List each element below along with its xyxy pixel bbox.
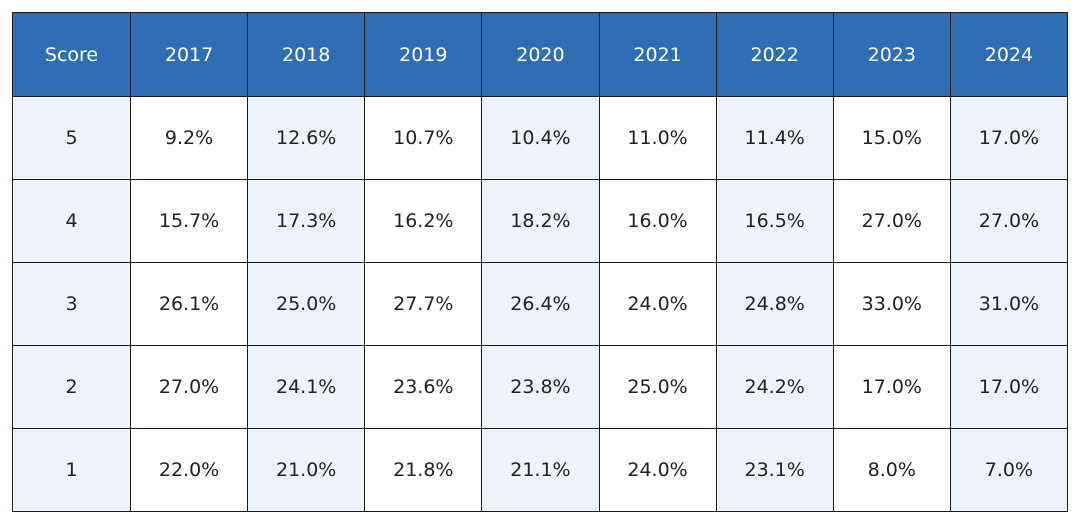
percent-cell: 16.0% bbox=[598, 179, 717, 263]
percent-cell: 11.4% bbox=[715, 96, 834, 180]
percent-cell: 16.2% bbox=[364, 179, 483, 263]
percent-cell: 17.3% bbox=[247, 179, 366, 263]
table-row: 5 9.2% 12.6% 10.7% 10.4% 11.0% 11.4% 15.0% 17.0% bbox=[12, 96, 1069, 180]
percent-cell: 24.8% bbox=[715, 262, 834, 346]
percent-cell: 16.5% bbox=[715, 179, 834, 263]
table-row: 1 22.0% 21.0% 21.8% 21.1% 24.0% 23.1% 8.0% 7.0% bbox=[12, 428, 1069, 512]
percent-cell: 21.0% bbox=[247, 428, 366, 512]
score-cell: 3 bbox=[12, 262, 131, 346]
percent-cell: 11.0% bbox=[598, 96, 717, 180]
percent-cell: 10.4% bbox=[481, 96, 600, 180]
table-row: 2 27.0% 24.1% 23.6% 23.8% 25.0% 24.2% 17.0% 17.0… bbox=[12, 345, 1069, 429]
percent-cell: 24.1% bbox=[247, 345, 366, 429]
header-cell: 2018 bbox=[247, 12, 366, 97]
percent-cell: 24.2% bbox=[715, 345, 834, 429]
header-cell: 2020 bbox=[481, 12, 600, 97]
header-cell: 2019 bbox=[364, 12, 483, 97]
percent-cell: 17.0% bbox=[949, 345, 1069, 429]
percent-cell: 23.6% bbox=[364, 345, 483, 429]
score-cell: 2 bbox=[12, 345, 131, 429]
percent-cell: 22.0% bbox=[129, 428, 249, 512]
header-cell: 2024 bbox=[949, 12, 1069, 97]
table-row: 4 15.7% 17.3% 16.2% 18.2% 16.0% 16.5% 27.0% 27.0… bbox=[12, 179, 1069, 263]
percent-cell: 31.0% bbox=[949, 262, 1069, 346]
table-row: 3 26.1% 25.0% 27.7% 26.4% 24.0% 24.8% 33.0% 31.0… bbox=[12, 262, 1069, 346]
percent-cell: 15.7% bbox=[129, 179, 249, 263]
percent-cell: 21.8% bbox=[364, 428, 483, 512]
percent-cell: 25.0% bbox=[247, 262, 366, 346]
score-cell: 1 bbox=[12, 428, 131, 512]
percent-cell: 17.0% bbox=[832, 345, 951, 429]
score-cell: 5 bbox=[12, 96, 131, 180]
percent-cell: 26.4% bbox=[481, 262, 600, 346]
percent-cell: 17.0% bbox=[949, 96, 1069, 180]
percent-cell: 23.1% bbox=[715, 428, 834, 512]
percent-cell: 27.0% bbox=[949, 179, 1069, 263]
score-cell: 4 bbox=[12, 179, 131, 263]
percent-cell: 27.7% bbox=[364, 262, 483, 346]
header-cell: Score bbox=[12, 12, 131, 97]
percent-cell: 18.2% bbox=[481, 179, 600, 263]
percent-cell: 25.0% bbox=[598, 345, 717, 429]
percent-cell: 23.8% bbox=[481, 345, 600, 429]
percent-cell: 27.0% bbox=[832, 179, 951, 263]
percent-cell: 10.7% bbox=[364, 96, 483, 180]
percent-cell: 8.0% bbox=[832, 428, 951, 512]
percent-cell: 15.0% bbox=[832, 96, 951, 180]
percent-cell: 7.0% bbox=[949, 428, 1069, 512]
percent-cell: 24.0% bbox=[598, 428, 717, 512]
percent-cell: 21.1% bbox=[481, 428, 600, 512]
header-cell: 2021 bbox=[598, 12, 717, 97]
percent-cell: 33.0% bbox=[832, 262, 951, 346]
percent-cell: 9.2% bbox=[129, 96, 249, 180]
percent-cell: 24.0% bbox=[598, 262, 717, 346]
header-cell: 2023 bbox=[832, 12, 951, 97]
percent-cell: 12.6% bbox=[247, 96, 366, 180]
percent-cell: 27.0% bbox=[129, 345, 249, 429]
header-cell: 2022 bbox=[715, 12, 834, 97]
header-row: Score 2017 2018 2019 2020 2021 2022 2023 2024 bbox=[12, 12, 1069, 97]
percent-cell: 26.1% bbox=[129, 262, 249, 346]
header-cell: 2017 bbox=[129, 12, 249, 97]
